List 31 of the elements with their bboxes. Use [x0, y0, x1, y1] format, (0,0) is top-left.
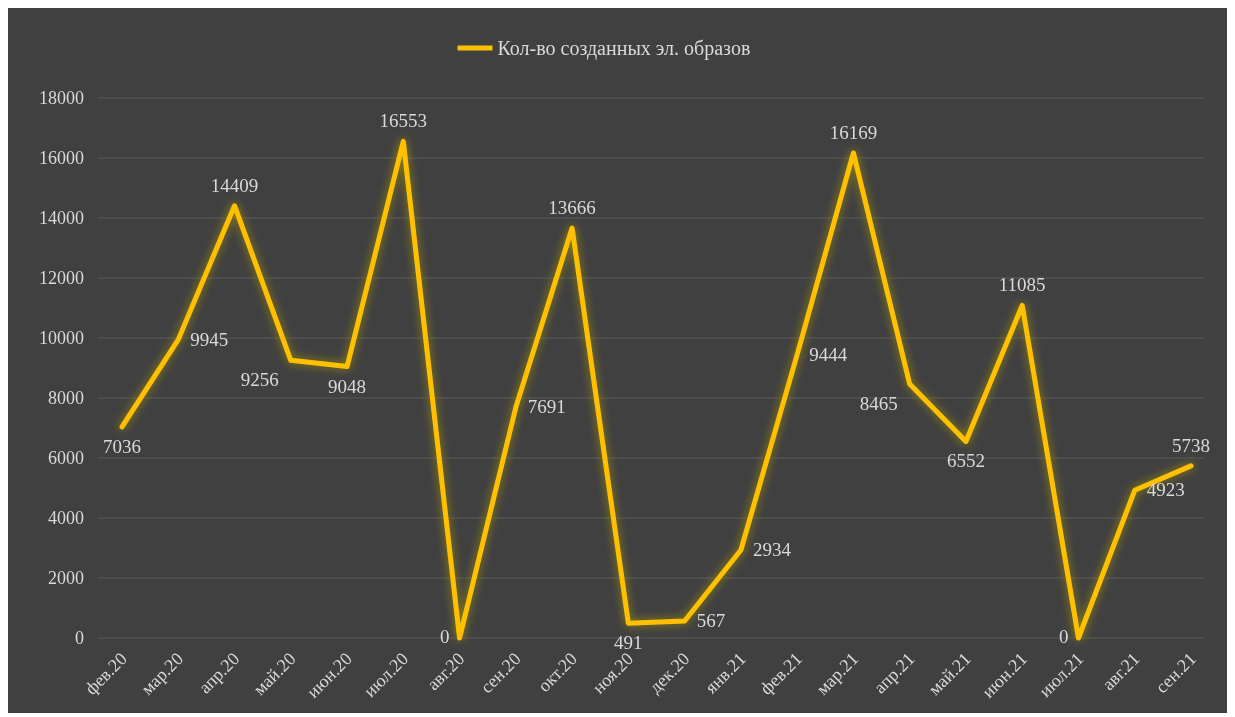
- y-tick-label: 16000: [39, 148, 84, 168]
- y-tick-label: 18000: [39, 88, 84, 108]
- data-label: 13666: [548, 197, 596, 219]
- y-tick-label: 8000: [48, 388, 84, 408]
- data-label: 0: [440, 626, 450, 647]
- data-label: 491: [614, 632, 643, 654]
- data-label: 0: [1058, 626, 1069, 647]
- data-label: 6552: [946, 450, 985, 472]
- y-tick-label: 0: [75, 628, 84, 648]
- data-label: 16553: [379, 110, 428, 132]
- y-tick-label: 14000: [39, 208, 84, 228]
- data-label: 9048: [328, 375, 367, 397]
- data-label: 5738: [1172, 434, 1210, 456]
- data-label: 14409: [210, 174, 259, 196]
- data-label: 16169: [829, 121, 878, 143]
- data-label: 7691: [527, 396, 566, 418]
- data-label: 2934: [752, 538, 792, 560]
- data-label: 9945: [190, 328, 229, 350]
- data-label: 9256: [240, 369, 279, 391]
- data-label: 4923: [1146, 479, 1185, 501]
- data-label: 567: [696, 609, 726, 631]
- y-tick-label: 6000: [48, 448, 84, 468]
- legend-label: Кол-во созданных эл. образов: [497, 37, 751, 60]
- data-label: 8465: [859, 393, 898, 415]
- data-label: 11085: [998, 274, 1046, 296]
- data-label: 7036: [103, 435, 141, 457]
- y-tick-label: 12000: [39, 268, 84, 288]
- y-tick-label: 2000: [48, 568, 84, 588]
- y-tick-label: 4000: [48, 508, 84, 528]
- y-tick-label: 10000: [39, 328, 84, 348]
- data-label: 9444: [809, 343, 848, 365]
